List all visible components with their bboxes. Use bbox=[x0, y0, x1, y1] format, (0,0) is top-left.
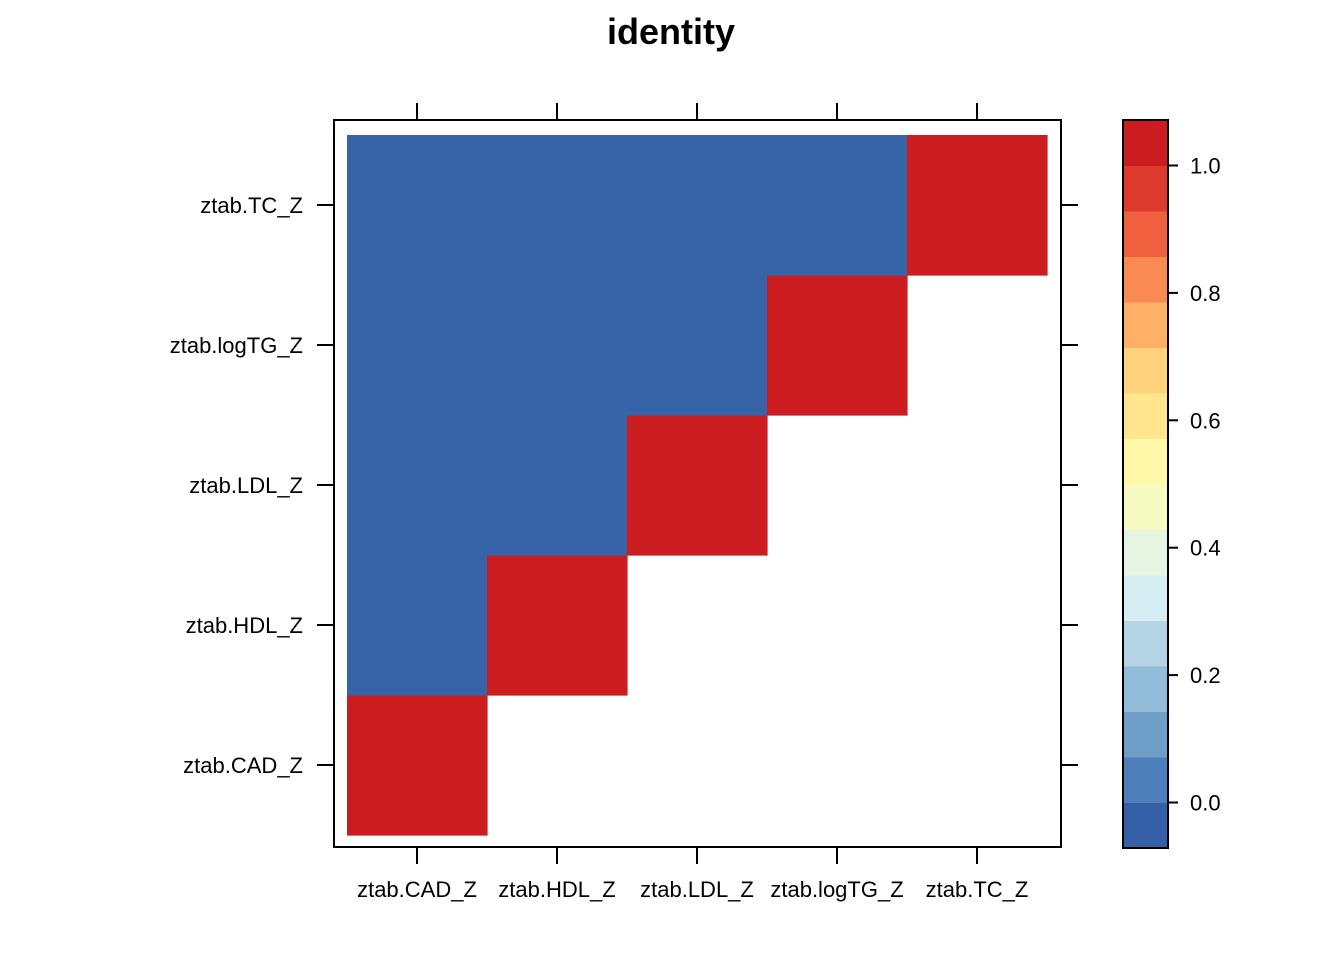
colorbar-tick-label: 0.0 bbox=[1190, 791, 1221, 816]
colorbar: 0.0 0.2 0.4 0.6 0.8 1.0 bbox=[1122, 119, 1221, 849]
colorbar-bin bbox=[1123, 757, 1168, 803]
colorbar-frame bbox=[1122, 119, 1169, 849]
axis-ticks bbox=[317, 103, 1078, 864]
colorbar-bin bbox=[1123, 802, 1168, 849]
x-tick-label: ztab.LDL_Z bbox=[640, 877, 754, 902]
colorbar-bin bbox=[1123, 529, 1168, 576]
colorbar-bin bbox=[1123, 302, 1168, 348]
heatmap-cell-ztab.logTG_Z-ztab.logTG_Z bbox=[767, 275, 908, 416]
colorbar-bin bbox=[1123, 438, 1168, 485]
x-tick-label: ztab.HDL_Z bbox=[498, 877, 615, 902]
x-axis-tick-labels: ztab.CAD_Z ztab.HDL_Z ztab.LDL_Z ztab.logTG… bbox=[357, 877, 1028, 902]
y-tick-label: ztab.TC_Z bbox=[200, 193, 303, 218]
heatmap-cell-ztab.LDL_Z-ztab.LDL_Z bbox=[627, 415, 768, 556]
colorbar-bin bbox=[1123, 484, 1168, 530]
heatmap-cell-ztab.HDL_Z-ztab.TC_Z bbox=[487, 135, 628, 276]
colorbar-bin bbox=[1123, 666, 1168, 712]
heatmap-cells bbox=[347, 135, 1048, 836]
chart-title: identity bbox=[607, 11, 735, 52]
heatmap-cell-ztab.LDL_Z-ztab.TC_Z bbox=[627, 135, 768, 276]
colorbar-bin bbox=[1123, 211, 1168, 257]
y-tick-label: ztab.HDL_Z bbox=[186, 613, 303, 638]
heatmap-cell-ztab.HDL_Z-ztab.logTG_Z bbox=[487, 275, 628, 416]
heatmap-cell-ztab.HDL_Z-ztab.LDL_Z bbox=[487, 415, 628, 556]
heatmap-cell-ztab.LDL_Z-ztab.logTG_Z bbox=[627, 275, 768, 416]
colorbar-bin bbox=[1123, 575, 1168, 621]
y-tick-label: ztab.logTG_Z bbox=[170, 333, 303, 358]
x-tick-label: ztab.CAD_Z bbox=[357, 877, 477, 902]
heatmap-cell-ztab.CAD_Z-ztab.TC_Z bbox=[347, 135, 488, 276]
heatmap-cell-ztab.CAD_Z-ztab.LDL_Z bbox=[347, 415, 488, 556]
colorbar-bin bbox=[1123, 120, 1168, 166]
colorbar-tick-label: 0.4 bbox=[1190, 536, 1221, 561]
y-axis-tick-labels: ztab.CAD_Z ztab.HDL_Z ztab.LDL_Z ztab.logTG… bbox=[170, 193, 303, 778]
x-tick-label: ztab.TC_Z bbox=[926, 877, 1029, 902]
colorbar-tick-label: 0.2 bbox=[1190, 663, 1221, 688]
y-tick-label: ztab.LDL_Z bbox=[189, 473, 303, 498]
colorbar-bin bbox=[1123, 711, 1168, 758]
colorbar-tick-label: 0.6 bbox=[1190, 408, 1221, 433]
colorbar-bin bbox=[1123, 347, 1168, 394]
heatmap-cell-ztab.TC_Z-ztab.TC_Z bbox=[907, 135, 1048, 276]
heatmap-cell-ztab.logTG_Z-ztab.TC_Z bbox=[767, 135, 908, 276]
heatmap-cell-ztab.CAD_Z-ztab.HDL_Z bbox=[347, 555, 488, 696]
colorbar-bin bbox=[1123, 393, 1168, 439]
heatmap-cell-ztab.CAD_Z-ztab.CAD_Z bbox=[347, 695, 488, 836]
colorbar-bin bbox=[1123, 620, 1168, 667]
colorbar-tick-label: 0.8 bbox=[1190, 281, 1221, 306]
y-tick-label: ztab.CAD_Z bbox=[183, 753, 303, 778]
colorbar-tick-label: 1.0 bbox=[1190, 153, 1221, 178]
heatmap-cell-ztab.HDL_Z-ztab.HDL_Z bbox=[487, 555, 628, 696]
colorbar-bin bbox=[1123, 165, 1168, 212]
heatmap-cell-ztab.CAD_Z-ztab.logTG_Z bbox=[347, 275, 488, 416]
x-tick-label: ztab.logTG_Z bbox=[770, 877, 903, 902]
colorbar-bin bbox=[1123, 256, 1168, 303]
